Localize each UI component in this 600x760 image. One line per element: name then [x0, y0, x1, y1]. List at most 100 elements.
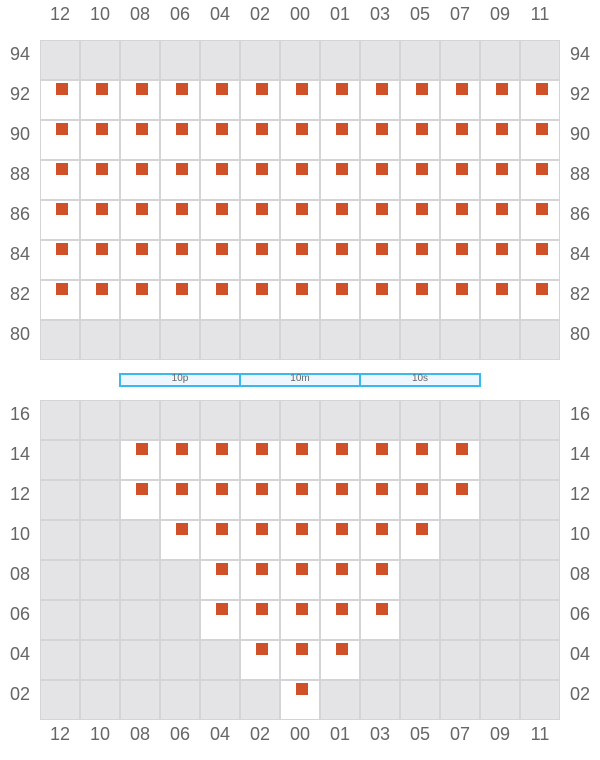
seat-12-02[interactable] — [256, 483, 268, 495]
seat-86-12[interactable] — [56, 203, 68, 215]
seat-92-07[interactable] — [456, 83, 468, 95]
seat-82-05[interactable] — [416, 283, 428, 295]
seat-14-01[interactable] — [336, 443, 348, 455]
seat-86-00[interactable] — [296, 203, 308, 215]
seat-08-02[interactable] — [256, 563, 268, 575]
seat-90-08[interactable] — [136, 123, 148, 135]
seat-10-02[interactable] — [256, 523, 268, 535]
seat-90-12[interactable] — [56, 123, 68, 135]
seat-06-02[interactable] — [256, 603, 268, 615]
seat-12-08[interactable] — [136, 483, 148, 495]
seat-86-09[interactable] — [496, 203, 508, 215]
seat-02-00[interactable] — [296, 683, 308, 695]
seat-82-03[interactable] — [376, 283, 388, 295]
seat-84-05[interactable] — [416, 243, 428, 255]
seat-90-04[interactable] — [216, 123, 228, 135]
seat-14-05[interactable] — [416, 443, 428, 455]
seat-84-11[interactable] — [536, 243, 548, 255]
seat-90-07[interactable] — [456, 123, 468, 135]
seat-82-04[interactable] — [216, 283, 228, 295]
seat-92-04[interactable] — [216, 83, 228, 95]
seat-82-12[interactable] — [56, 283, 68, 295]
seat-84-04[interactable] — [216, 243, 228, 255]
seat-84-08[interactable] — [136, 243, 148, 255]
seat-82-07[interactable] — [456, 283, 468, 295]
seat-12-04[interactable] — [216, 483, 228, 495]
seat-84-02[interactable] — [256, 243, 268, 255]
seat-90-01[interactable] — [336, 123, 348, 135]
seat-92-11[interactable] — [536, 83, 548, 95]
seat-10-06[interactable] — [176, 523, 188, 535]
seat-84-07[interactable] — [456, 243, 468, 255]
seat-86-11[interactable] — [536, 203, 548, 215]
seat-88-03[interactable] — [376, 163, 388, 175]
seat-82-11[interactable] — [536, 283, 548, 295]
seat-92-02[interactable] — [256, 83, 268, 95]
seat-92-00[interactable] — [296, 83, 308, 95]
seat-88-04[interactable] — [216, 163, 228, 175]
seat-86-05[interactable] — [416, 203, 428, 215]
seat-82-09[interactable] — [496, 283, 508, 295]
seat-92-12[interactable] — [56, 83, 68, 95]
seat-88-12[interactable] — [56, 163, 68, 175]
seat-84-09[interactable] — [496, 243, 508, 255]
seat-88-07[interactable] — [456, 163, 468, 175]
seat-06-00[interactable] — [296, 603, 308, 615]
seat-86-01[interactable] — [336, 203, 348, 215]
seat-14-07[interactable] — [456, 443, 468, 455]
seat-08-01[interactable] — [336, 563, 348, 575]
seat-06-01[interactable] — [336, 603, 348, 615]
seat-88-08[interactable] — [136, 163, 148, 175]
seat-88-05[interactable] — [416, 163, 428, 175]
seat-86-06[interactable] — [176, 203, 188, 215]
seat-86-04[interactable] — [216, 203, 228, 215]
seat-12-07[interactable] — [456, 483, 468, 495]
seat-90-05[interactable] — [416, 123, 428, 135]
seat-86-08[interactable] — [136, 203, 148, 215]
seat-90-00[interactable] — [296, 123, 308, 135]
seat-86-10[interactable] — [96, 203, 108, 215]
zone-10p[interactable]: 10p — [121, 374, 241, 385]
seat-88-06[interactable] — [176, 163, 188, 175]
seat-82-01[interactable] — [336, 283, 348, 295]
seat-10-05[interactable] — [416, 523, 428, 535]
seat-84-12[interactable] — [56, 243, 68, 255]
seat-14-06[interactable] — [176, 443, 188, 455]
seat-14-04[interactable] — [216, 443, 228, 455]
seat-82-08[interactable] — [136, 283, 148, 295]
seat-12-05[interactable] — [416, 483, 428, 495]
seat-12-01[interactable] — [336, 483, 348, 495]
seat-10-00[interactable] — [296, 523, 308, 535]
seat-90-11[interactable] — [536, 123, 548, 135]
seat-84-06[interactable] — [176, 243, 188, 255]
seat-08-00[interactable] — [296, 563, 308, 575]
seat-88-02[interactable] — [256, 163, 268, 175]
seat-90-02[interactable] — [256, 123, 268, 135]
seat-88-09[interactable] — [496, 163, 508, 175]
seat-10-04[interactable] — [216, 523, 228, 535]
seat-92-05[interactable] — [416, 83, 428, 95]
seat-08-03[interactable] — [376, 563, 388, 575]
seat-10-01[interactable] — [336, 523, 348, 535]
seat-88-00[interactable] — [296, 163, 308, 175]
seat-86-03[interactable] — [376, 203, 388, 215]
seat-90-03[interactable] — [376, 123, 388, 135]
seat-10-03[interactable] — [376, 523, 388, 535]
seat-92-03[interactable] — [376, 83, 388, 95]
seat-04-00[interactable] — [296, 643, 308, 655]
seat-82-02[interactable] — [256, 283, 268, 295]
seat-12-03[interactable] — [376, 483, 388, 495]
seat-84-01[interactable] — [336, 243, 348, 255]
seat-88-01[interactable] — [336, 163, 348, 175]
seat-14-02[interactable] — [256, 443, 268, 455]
seat-92-09[interactable] — [496, 83, 508, 95]
seat-92-10[interactable] — [96, 83, 108, 95]
seat-92-06[interactable] — [176, 83, 188, 95]
zone-10s[interactable]: 10s — [411, 373, 429, 384]
seat-92-01[interactable] — [336, 83, 348, 95]
seat-08-04[interactable] — [216, 563, 228, 575]
seat-84-03[interactable] — [376, 243, 388, 255]
seat-86-02[interactable] — [256, 203, 268, 215]
seat-12-06[interactable] — [176, 483, 188, 495]
seat-06-03[interactable] — [376, 603, 388, 615]
